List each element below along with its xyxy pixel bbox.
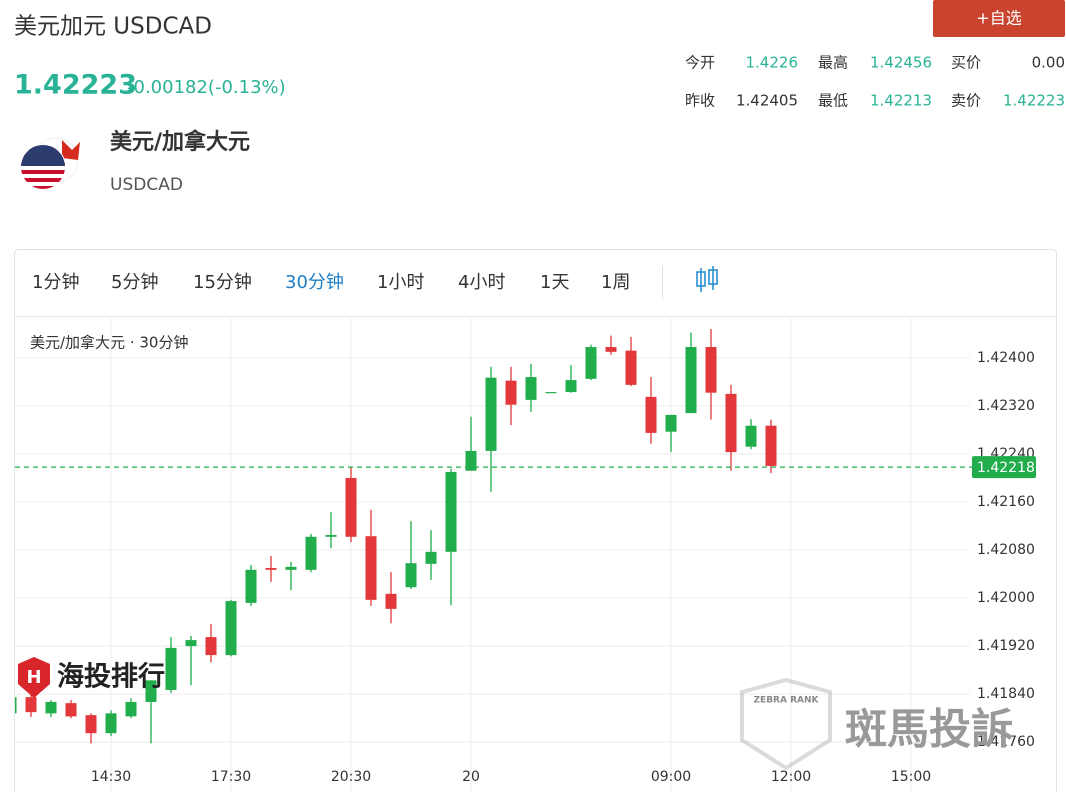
x-tick-label: 09:00 [651, 769, 691, 785]
candle-body [165, 647, 177, 690]
candle-body [685, 347, 697, 414]
candle-body [365, 536, 377, 600]
x-tick-label: 15:00 [891, 769, 931, 785]
candle-body [705, 347, 717, 393]
price-change: -0.00182(-0.13%) [127, 77, 286, 98]
candle-body [105, 713, 117, 734]
stat-value: 1.42456 [870, 54, 932, 72]
candle-body [465, 450, 477, 471]
candle-body [445, 471, 457, 552]
candle-body [525, 377, 537, 400]
stat-label: 最低 [818, 92, 848, 110]
interval-tab[interactable]: 1天 [540, 272, 569, 293]
candle-body [385, 593, 397, 609]
stat-label: 最高 [818, 54, 848, 72]
interval-tab[interactable]: 1小时 [377, 272, 424, 293]
x-tick-label: 17:30 [211, 769, 251, 785]
instrument-name: 美元/加拿大元 [110, 129, 250, 155]
y-tick-label: 1.42080 [977, 542, 1035, 558]
candle-body [745, 425, 757, 447]
stat-value: 1.42405 [736, 92, 798, 110]
candle-body [125, 701, 137, 717]
y-tick-label: 1.42400 [977, 350, 1035, 366]
watchlist-button[interactable] [933, 0, 1065, 37]
y-tick-label: 1.42000 [977, 590, 1035, 606]
candle-body [765, 425, 777, 466]
candle-body [205, 637, 217, 656]
price: 1.42223 [14, 70, 137, 101]
chart-title: 美元/加拿大元 · 30分钟 [30, 334, 188, 352]
x-tick-label: 20 [462, 769, 480, 785]
candle-icon[interactable] [696, 266, 718, 292]
y-tick-label: 1.42160 [977, 494, 1035, 510]
chart-panel [14, 249, 1057, 796]
candle-body [645, 396, 657, 433]
x-tick-label: 20:30 [331, 769, 371, 785]
candle-body [505, 380, 517, 405]
candle-body [265, 568, 277, 570]
watermark-right [740, 677, 832, 771]
stat-label: 昨收 [685, 92, 715, 110]
candle-body [85, 715, 97, 734]
candle-body [305, 536, 317, 570]
candle-body [425, 551, 437, 564]
svg-text:H: H [26, 667, 41, 688]
candle-body [565, 380, 577, 393]
y-tick-label: 1.41840 [977, 686, 1035, 702]
watermark-left: H [18, 657, 50, 698]
watermark-text: 海投排行 [57, 661, 165, 693]
stat-value: 0.00 [1032, 54, 1065, 72]
watermark-text: ZEBRA RANK [754, 696, 820, 706]
candle-body [145, 680, 157, 702]
x-tick-label: 14:30 [91, 769, 131, 785]
page-title: 美元加元 USDCAD [14, 14, 212, 40]
interval-tab[interactable]: 1周 [601, 272, 630, 293]
candle-body [345, 477, 357, 537]
candle-body [325, 534, 337, 537]
candle-body [15, 697, 17, 714]
y-tick-label: 1.42320 [977, 398, 1035, 414]
stat-label: 买价 [951, 54, 981, 72]
candle-body [285, 566, 297, 570]
candle-body [545, 392, 557, 394]
candle-body [25, 697, 37, 713]
candle-body [625, 350, 637, 385]
candles [15, 329, 777, 744]
candle-body [65, 703, 77, 717]
stat-value: 1.42223 [1003, 92, 1065, 110]
candle-body [405, 563, 417, 588]
y-tick-label: 1.41920 [977, 638, 1035, 654]
stat-value: 1.4226 [746, 54, 799, 72]
interval-tab[interactable]: 1分钟 [32, 272, 79, 293]
interval-tab[interactable]: 5分钟 [111, 272, 158, 293]
stat-value: 1.42213 [870, 92, 932, 110]
watchlist-button-label[interactable]: +自选 [976, 9, 1021, 28]
candle-body [185, 640, 197, 647]
candle-body [585, 347, 597, 379]
last-price-label: 1.42218 [977, 460, 1035, 476]
candle-body [605, 347, 617, 352]
candle-body [725, 393, 737, 453]
x-tick-label: 12:00 [771, 769, 811, 785]
candle-body [485, 377, 497, 451]
stat-label: 今开 [685, 54, 715, 72]
y-tick-label: 1.41760 [977, 734, 1035, 750]
candle-body [665, 414, 677, 432]
interval-tab[interactable]: 4小时 [458, 272, 505, 293]
stat-label: 卖价 [951, 92, 981, 110]
candle-body [45, 701, 57, 714]
candle-body [225, 601, 237, 656]
flag-icon [20, 137, 80, 190]
interval-tab[interactable]: 30分钟 [285, 272, 344, 293]
interval-tab[interactable]: 15分钟 [193, 272, 252, 293]
last-price-tag [972, 456, 1036, 479]
watermark-text: 斑馬投訴 [845, 705, 1013, 754]
instrument-code: USDCAD [110, 175, 183, 195]
candle-body [245, 569, 257, 603]
